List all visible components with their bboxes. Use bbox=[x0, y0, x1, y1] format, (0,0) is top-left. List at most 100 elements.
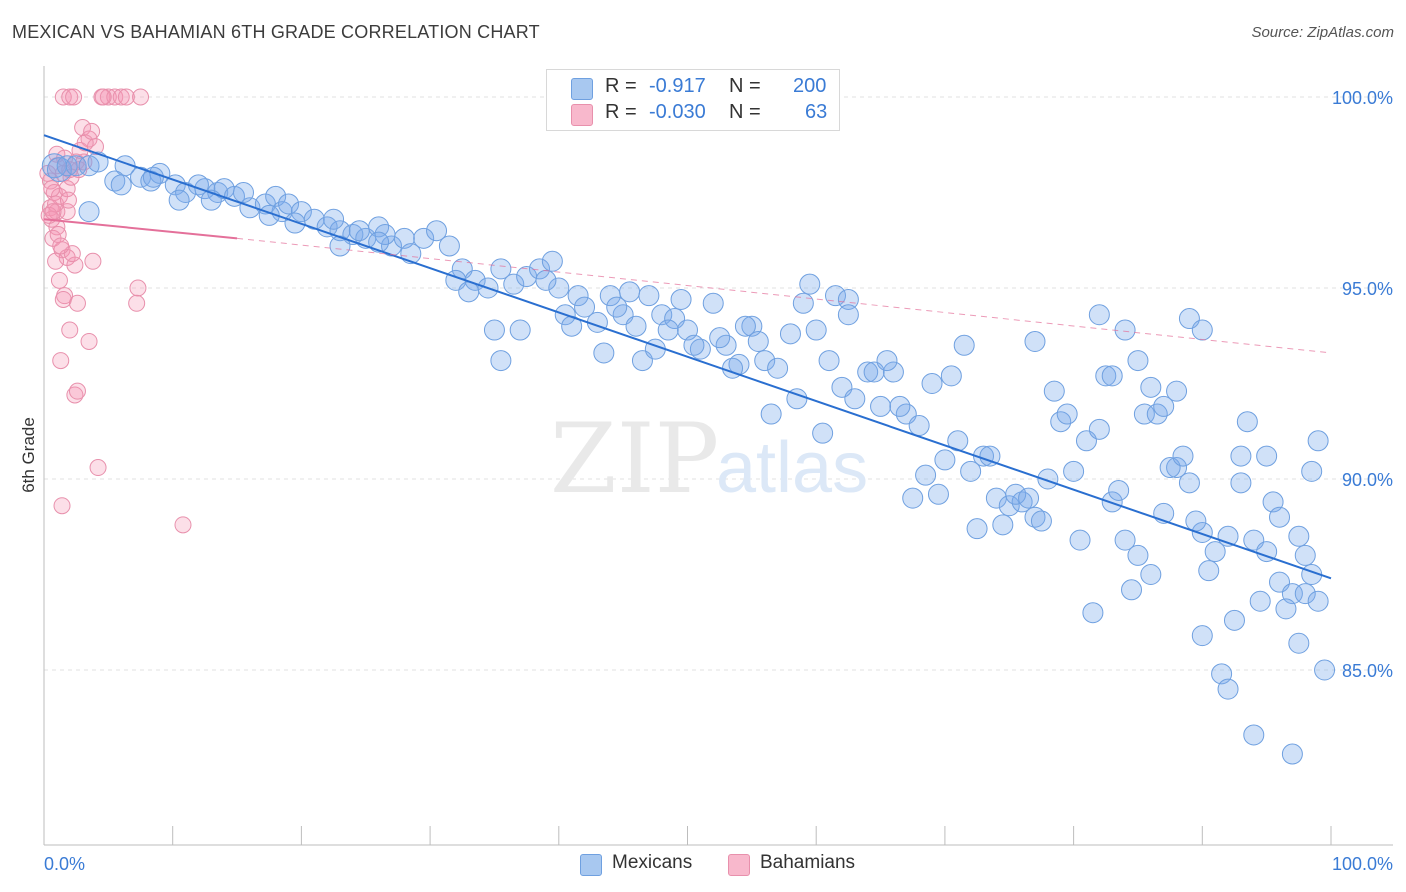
mexicans-point bbox=[857, 361, 879, 383]
watermark-zip: ZIP bbox=[550, 403, 719, 515]
mexicans-point bbox=[1121, 579, 1143, 601]
bahamians-point bbox=[89, 459, 107, 477]
mexicans-point bbox=[638, 285, 660, 307]
mexicans-trend-line bbox=[43, 134, 1332, 580]
r-value-mexicans: -0.917 bbox=[649, 75, 706, 97]
y-tick-label: 100.0% bbox=[1332, 88, 1393, 108]
mexicans-point bbox=[87, 151, 109, 173]
mexicans-point bbox=[747, 330, 769, 352]
mexicans-point bbox=[940, 365, 962, 387]
n-label: N = bbox=[729, 101, 761, 123]
mexicans-point bbox=[1101, 365, 1123, 387]
bahamians-point bbox=[106, 88, 124, 106]
y-tick-label: 85.0% bbox=[1342, 661, 1393, 681]
mexicans-point bbox=[1127, 350, 1149, 372]
mexicans-point bbox=[1024, 330, 1046, 352]
mexicans-point bbox=[1217, 678, 1239, 700]
mexicans-point bbox=[1223, 609, 1245, 631]
mexicans-point bbox=[1095, 365, 1117, 387]
mexicans-point bbox=[194, 178, 216, 200]
mexicans-point bbox=[1288, 525, 1310, 547]
mexicans-point bbox=[1088, 304, 1110, 326]
mexicans-point bbox=[960, 460, 982, 482]
mexicans-point bbox=[65, 155, 87, 177]
mexicans-point bbox=[368, 231, 390, 253]
bahamians-point bbox=[47, 252, 65, 270]
mexicans-point bbox=[535, 269, 557, 291]
x-tick-label: 100.0% bbox=[1332, 854, 1393, 874]
bahamians-point bbox=[52, 352, 70, 370]
mexicans-point bbox=[1024, 506, 1046, 528]
mexicans-point bbox=[1307, 590, 1329, 612]
mexicans-point bbox=[104, 170, 126, 192]
mexicans-point bbox=[1172, 445, 1194, 467]
mexicans-point bbox=[625, 315, 647, 337]
mexicans-point bbox=[908, 415, 930, 437]
mexicans-point bbox=[1191, 625, 1213, 647]
bahamians-point bbox=[43, 180, 61, 198]
mexicans-point bbox=[1056, 403, 1078, 425]
mexicans-point bbox=[1088, 418, 1110, 440]
bahamians-point bbox=[94, 88, 112, 106]
bahamians-point bbox=[53, 497, 71, 515]
mexicans-point bbox=[1307, 430, 1329, 452]
chart-source: Source: ZipAtlas.com bbox=[1251, 24, 1394, 41]
trend-lines bbox=[43, 134, 1332, 580]
mexicans-point bbox=[593, 342, 615, 364]
mexicans-point bbox=[844, 388, 866, 410]
mexicans-point bbox=[1294, 583, 1316, 605]
mexicans-point bbox=[232, 182, 254, 203]
n-label: N = bbox=[729, 75, 761, 97]
bahamians-point bbox=[112, 88, 130, 106]
bahamians-point bbox=[174, 516, 192, 534]
mexicans-point bbox=[290, 201, 312, 223]
mexicans-point bbox=[992, 514, 1014, 536]
bahamians-point bbox=[61, 321, 79, 339]
mexicans-point bbox=[1288, 632, 1310, 654]
mexicans-point bbox=[1230, 445, 1252, 467]
bahamians-points bbox=[39, 88, 192, 534]
mexicans-point bbox=[1069, 529, 1091, 551]
mexicans-point bbox=[927, 483, 949, 505]
mexicans-point bbox=[567, 285, 589, 307]
mexicans-point bbox=[953, 334, 975, 356]
n-value-mexicans: 200 bbox=[793, 75, 827, 97]
mexicans-point bbox=[882, 361, 904, 383]
mexicans-point bbox=[779, 323, 801, 345]
mexicans-point bbox=[1178, 472, 1200, 494]
mexicans-point bbox=[348, 220, 370, 242]
bahamians-point bbox=[80, 332, 98, 350]
mexicans-point bbox=[805, 319, 827, 341]
mexicans-point bbox=[1063, 460, 1085, 482]
mexicans-point bbox=[934, 449, 956, 471]
mexicans-point bbox=[1275, 598, 1297, 620]
mexicans-point bbox=[1082, 602, 1104, 624]
mexicans-point bbox=[876, 350, 898, 372]
mexicans-point bbox=[509, 319, 531, 341]
x-tick-label: 0.0% bbox=[44, 854, 85, 874]
mexicans-point bbox=[438, 235, 460, 257]
mexicans-point bbox=[812, 422, 834, 444]
n-value-bahamians: 63 bbox=[805, 101, 828, 123]
mexicans-point bbox=[1166, 380, 1188, 402]
mexicans-swatch bbox=[571, 78, 593, 100]
mexicans-point bbox=[78, 201, 100, 223]
mexicans-swatch bbox=[580, 854, 602, 876]
mexicans-point bbox=[323, 208, 345, 230]
mexicans-point bbox=[541, 250, 563, 272]
r-label: R = bbox=[605, 75, 637, 97]
mexicans-point bbox=[837, 288, 859, 310]
bahamians-point bbox=[54, 290, 72, 308]
bahamians-point bbox=[61, 88, 79, 106]
watermark-atlas: atlas bbox=[716, 428, 868, 508]
mexicans-point bbox=[1256, 445, 1278, 467]
chart-title: MEXICAN VS BAHAMIAN 6TH GRADE CORRELATIO… bbox=[12, 22, 540, 42]
mexicans-point bbox=[760, 403, 782, 425]
mexicans-point bbox=[767, 357, 789, 379]
y-tick-label: 90.0% bbox=[1342, 470, 1393, 490]
bahamians-point bbox=[68, 294, 86, 312]
axes bbox=[43, 66, 1393, 846]
mexicans-point bbox=[168, 189, 190, 211]
mexicans-point bbox=[1043, 380, 1065, 402]
mexicans-point bbox=[1191, 521, 1213, 543]
